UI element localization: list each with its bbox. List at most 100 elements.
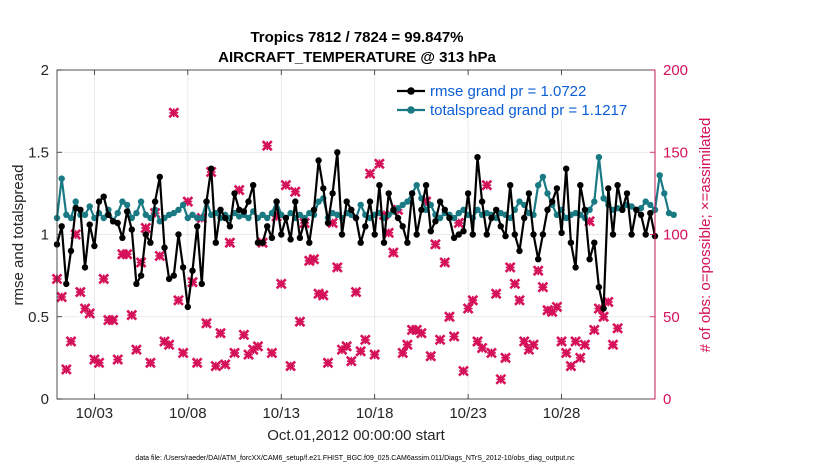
rmse-point (422, 182, 430, 189)
obs-marker (415, 327, 427, 339)
rmse-point (530, 231, 537, 238)
rmse-point (591, 239, 598, 246)
y-tick-label-right: 0 (663, 391, 671, 408)
totalspread-point (156, 218, 163, 225)
obs-marker (373, 158, 385, 170)
y-tick-label-right: 150 (663, 144, 688, 161)
rmse-point (376, 182, 383, 189)
obs-marker-plus (538, 282, 548, 292)
obs-marker (448, 331, 460, 342)
rmse-point (179, 264, 187, 271)
obs-marker-plus (519, 337, 529, 346)
obs-marker (275, 278, 287, 290)
obs-marker-plus (178, 348, 188, 358)
legend-rmse-label: rmse grand pr = 1.0722 (430, 83, 586, 100)
obs-marker-plus (510, 279, 520, 289)
rmse-point (240, 208, 248, 215)
totalspread-point (259, 211, 266, 218)
rmse-point (469, 231, 476, 238)
obs-marker-plus (220, 360, 230, 369)
obs-marker-plus (566, 361, 576, 371)
obs-marker (458, 365, 469, 377)
obs-marker-plus (99, 274, 109, 284)
obs-marker-plus (136, 258, 146, 267)
obs-marker-plus (276, 279, 286, 289)
obs-marker-plus (108, 315, 118, 325)
rmse-point (310, 206, 318, 213)
obs-marker (130, 344, 142, 356)
rmse-point (343, 198, 350, 205)
rmse-point (170, 272, 177, 279)
legend: rmse grand pr = 1.0722 totalspread grand… (391, 76, 652, 121)
rmse-point (226, 223, 234, 230)
totalspread-point (170, 209, 177, 217)
totalspread-point (119, 198, 126, 205)
totalspread-point (586, 206, 593, 213)
rmse-point (222, 214, 229, 222)
totalspread-point (404, 198, 411, 205)
obs-marker-plus (80, 304, 90, 313)
rmse-point (623, 190, 631, 197)
obs-marker-plus (332, 263, 342, 272)
obs-marker-plus (589, 325, 599, 335)
obs-marker (481, 179, 493, 191)
obs-marker (322, 357, 334, 369)
obs-marker-plus (575, 353, 585, 363)
totalspread-point (656, 172, 663, 179)
obs-marker (509, 278, 521, 290)
totalspread-point (175, 206, 182, 213)
totalspread-point (198, 214, 205, 222)
totalspread-point (399, 201, 406, 209)
obs-marker (215, 327, 226, 339)
obs-marker-plus (533, 266, 543, 276)
obs-marker-plus (267, 348, 277, 358)
rmse-point (77, 206, 84, 213)
obs-marker (369, 349, 381, 361)
rmse-point (595, 283, 603, 291)
rmse-point (404, 239, 411, 246)
obs-marker-plus (482, 180, 492, 190)
totalspread-point (539, 173, 547, 181)
obs-marker (453, 217, 465, 229)
right-y-axis-ticks: 0 50 100 150 200 (650, 62, 688, 408)
rmse-point (142, 231, 149, 238)
totalspread-point (58, 175, 65, 182)
rmse-point (105, 211, 112, 218)
rmse-point (212, 239, 219, 246)
rmse-point (147, 239, 154, 246)
obs-marker-plus (286, 361, 295, 371)
obs-marker-plus (365, 169, 375, 179)
totalspread-point (194, 214, 201, 222)
rmse-point (539, 231, 547, 238)
obs-marker (602, 296, 614, 308)
obs-marker (144, 357, 156, 369)
obs-marker (476, 342, 488, 354)
totalspread-point (474, 206, 481, 213)
totalspread-point (91, 214, 98, 222)
obs-marker-plus (211, 361, 221, 371)
obs-marker (500, 352, 511, 364)
obs-marker (177, 347, 189, 359)
obs-marker-plus (613, 323, 623, 333)
obs-marker (598, 311, 610, 323)
x-tick-label: 10/23 (449, 405, 487, 422)
rmse-point (334, 149, 341, 156)
rmse-point (348, 206, 355, 213)
left-y-axis-ticks: 0 0.5 1 1.5 2 (28, 62, 62, 408)
rmse-point (296, 234, 304, 241)
rmse-point (418, 206, 425, 213)
rmse-point (306, 239, 313, 246)
rmse-point (642, 231, 649, 238)
totalspread-point (535, 182, 542, 189)
obs-marker-plus (468, 295, 478, 305)
rmse-point (450, 234, 458, 241)
obs-marker-plus (571, 337, 580, 346)
obs-marker-plus (351, 287, 361, 297)
totalspread-point (516, 198, 523, 205)
totalspread-point (334, 211, 341, 218)
obs-marker-plus (454, 218, 464, 228)
obs-marker-plus (122, 249, 132, 259)
rmse-point (245, 198, 252, 205)
rmse-point (511, 231, 518, 238)
y-tick-label-right: 200 (663, 62, 688, 79)
